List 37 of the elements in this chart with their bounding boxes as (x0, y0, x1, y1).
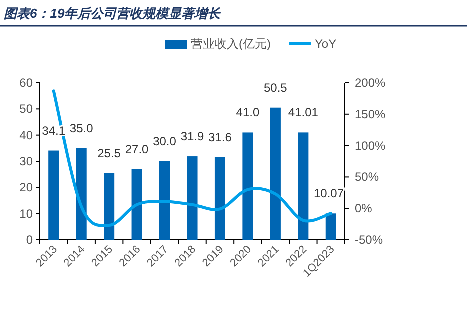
bar (76, 148, 87, 240)
y-tick-label: 40 (20, 128, 34, 142)
bar (326, 214, 336, 240)
y2-tick-label: 150% (355, 107, 386, 122)
y-tick-label: 0 (26, 233, 34, 247)
chart-title: 图表6：19年后公司营收规模显著增长 (4, 6, 222, 21)
data-label: 31.6 (208, 130, 232, 144)
bar (187, 156, 198, 240)
y-tick-label: 50 (20, 102, 34, 116)
y-tick-label: 30 (20, 154, 34, 168)
data-label: 27.0 (125, 142, 150, 156)
bar (298, 132, 309, 240)
y2-tick-label: 200% (355, 76, 386, 90)
y-tick-label: 20 (20, 180, 34, 195)
data-label: 30.0 (153, 134, 177, 148)
data-label: 25.5 (98, 146, 122, 160)
bar (214, 157, 226, 240)
y2-tick-label: -50% (355, 233, 384, 247)
data-label: 10.07 (314, 186, 344, 201)
bar (48, 150, 60, 240)
data-label: 41.0 (236, 106, 260, 120)
y2-tick-label: 0% (355, 202, 373, 216)
bar (270, 108, 281, 240)
data-label: 31.9 (180, 130, 204, 144)
y2-tick-label: 50% (355, 170, 380, 184)
bar (242, 132, 254, 240)
bar (132, 169, 142, 240)
data-label: 35.0 (70, 121, 94, 136)
legend-label: 营业收入(亿元) (191, 37, 271, 51)
y-tick-label: 60 (20, 76, 34, 90)
y-tick-label: 10 (20, 206, 34, 221)
data-label: 41.01 (288, 106, 319, 120)
bar (160, 162, 170, 240)
legend-label: YoY (315, 37, 337, 51)
data-label: 50.5 (264, 80, 288, 95)
y2-tick-label: 100% (355, 138, 386, 153)
bar (104, 173, 115, 240)
